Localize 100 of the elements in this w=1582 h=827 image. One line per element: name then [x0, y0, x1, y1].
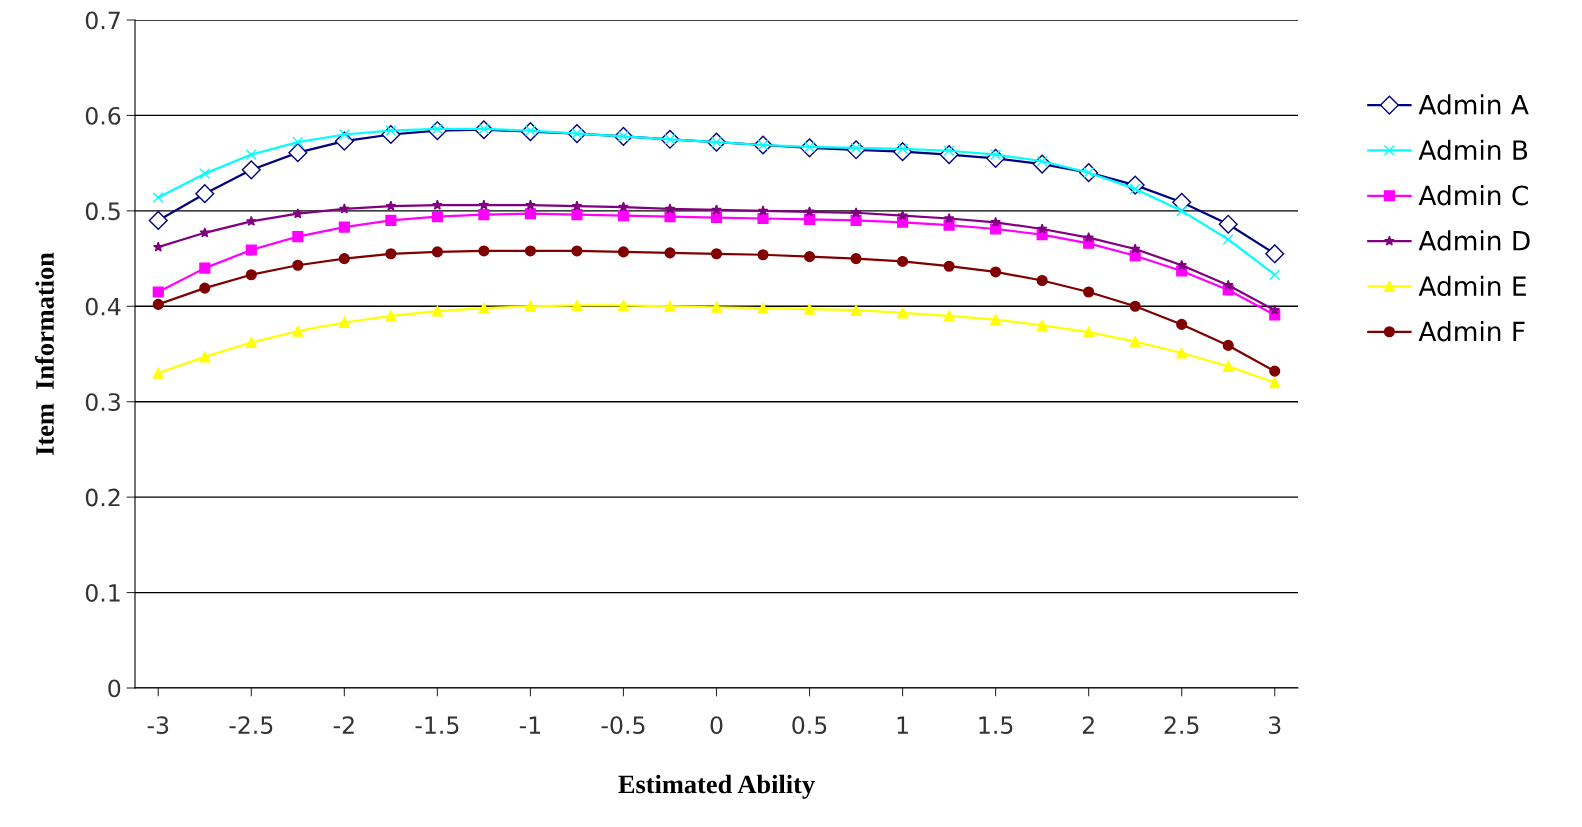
point — [1265, 244, 1285, 264]
legend-label: Admin B — [1418, 139, 1528, 161]
point — [617, 210, 630, 222]
x-tick-label: -3 — [147, 716, 169, 735]
point — [524, 245, 536, 257]
point — [1083, 286, 1095, 298]
point — [1083, 326, 1095, 338]
point — [990, 266, 1002, 278]
point — [245, 244, 257, 256]
point — [804, 206, 815, 217]
point — [292, 136, 304, 148]
point — [199, 262, 211, 274]
x-tick-label: -2 — [333, 716, 354, 734]
y-axis-title: Item Information — [35, 252, 54, 455]
point — [943, 310, 955, 322]
point — [850, 253, 862, 265]
point — [478, 199, 490, 210]
point — [148, 210, 168, 230]
point — [292, 208, 304, 219]
point — [152, 191, 164, 204]
point — [943, 260, 955, 272]
point — [897, 210, 908, 221]
point — [524, 208, 536, 220]
point — [338, 221, 350, 233]
point — [897, 255, 909, 267]
point — [1176, 259, 1188, 270]
y-tick-label: 0.2 — [85, 488, 120, 507]
point — [990, 314, 1002, 326]
point — [1176, 347, 1188, 359]
point — [803, 213, 816, 226]
point — [245, 148, 257, 161]
point — [1269, 304, 1281, 315]
point — [664, 203, 676, 214]
point — [385, 310, 397, 322]
point — [432, 199, 443, 210]
point — [152, 298, 164, 310]
point — [571, 200, 583, 211]
point — [152, 241, 164, 252]
point — [292, 325, 304, 337]
legend-label: Admin F — [1418, 320, 1525, 342]
x-tick-label: 2 — [1082, 716, 1094, 734]
point — [757, 302, 769, 314]
point — [199, 282, 211, 294]
point — [664, 300, 676, 312]
point — [1129, 300, 1141, 312]
point — [571, 299, 583, 311]
point — [385, 200, 397, 211]
point — [757, 249, 769, 261]
point — [431, 246, 443, 258]
point — [618, 201, 629, 212]
point — [338, 316, 350, 329]
point — [1176, 205, 1188, 217]
point — [710, 211, 723, 224]
point — [617, 299, 630, 311]
x-tick-label: 1 — [897, 716, 908, 734]
point — [990, 216, 1001, 227]
point — [1269, 269, 1281, 281]
point — [339, 203, 350, 214]
point — [288, 143, 308, 163]
point — [195, 184, 215, 204]
point — [710, 248, 723, 260]
point — [1129, 243, 1141, 254]
x-tick-label: 2.5 — [1164, 716, 1199, 735]
point — [431, 305, 443, 317]
point — [897, 307, 909, 319]
x-tick-label: 1.5 — [979, 716, 1013, 735]
point — [571, 245, 583, 257]
x-tick-label: -0.5 — [601, 716, 645, 735]
y-tick-label: 0.5 — [85, 202, 120, 221]
point — [431, 211, 443, 223]
x-axis-title: Estimated Ability — [618, 774, 815, 799]
point — [1269, 365, 1281, 377]
point — [199, 351, 211, 363]
point — [1269, 377, 1281, 389]
point — [241, 160, 261, 180]
point — [245, 215, 257, 226]
y-tick-label: 0.3 — [85, 393, 120, 412]
y-tick-label: 0.7 — [85, 11, 120, 30]
point — [152, 367, 164, 379]
point — [850, 214, 862, 226]
point — [571, 209, 583, 221]
y-tick-label: 0.1 — [85, 584, 120, 602]
point — [524, 300, 536, 312]
legend-label: Admin D — [1418, 230, 1530, 251]
point — [478, 209, 490, 221]
point — [478, 302, 490, 314]
x-tick-label: 0.5 — [792, 716, 827, 735]
y-tick-label: 0 — [108, 679, 121, 698]
y-tick-label: 0.4 — [85, 297, 121, 316]
point — [664, 211, 676, 223]
point — [757, 205, 769, 216]
y-tick-label: 0.6 — [85, 106, 121, 125]
point — [292, 231, 304, 243]
point — [199, 168, 211, 180]
point — [617, 246, 630, 258]
point — [757, 212, 769, 225]
point — [1036, 319, 1048, 331]
point — [292, 259, 304, 271]
point — [1222, 233, 1234, 246]
point — [1083, 232, 1094, 243]
